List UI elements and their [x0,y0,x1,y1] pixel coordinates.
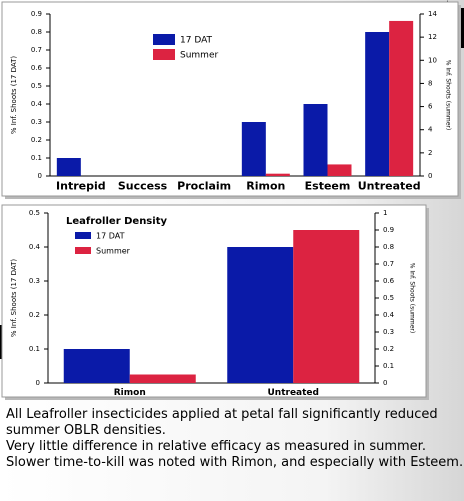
y-axis-title: % Inf. Shoots (17 DAT) [10,259,18,337]
y-tick-label: 0.5 [29,209,40,217]
y-tick-label: 0.3 [31,118,42,126]
y-tick-label: 0.4 [31,100,43,108]
y-tick-label: 0.7 [31,46,42,54]
x-tick-label: Rimon [246,180,285,193]
bar [265,173,290,176]
x-tick-label: Esteem [305,180,351,193]
y-tick-label: 0.2 [29,311,40,319]
bar [303,104,328,176]
y-tick-label: 0.9 [31,10,42,18]
legend-label: 17 DAT [180,36,213,46]
y2-axis-title: % Inf. Shoots (summer) [445,60,452,130]
y2-tick-label: 1 [383,209,387,217]
y2-tick-label: 0.2 [383,345,394,353]
bar [241,122,266,176]
notes: All Leafroller insecticides applied at p… [6,407,464,471]
y2-tick-label: 6 [428,103,433,111]
note: All Leafroller insecticides applied at p… [6,407,438,438]
y2-tick-label: 0.8 [383,243,394,251]
y-axis-title: % Inf. Shoots (17 DAT) [10,56,18,134]
y2-tick-label: 2 [428,149,432,157]
x-tick-label: Untreated [268,388,319,398]
legend-swatch [75,247,91,254]
y2-tick-label: 8 [428,79,432,87]
y2-tick-label: 0.5 [383,294,394,302]
legend-swatch [153,34,175,45]
chart-title: Leafroller Density [66,216,167,227]
bar [129,374,196,383]
y2-tick-label: 0.4 [383,311,395,319]
y-tick-label: 0 [36,379,40,387]
y-tick-label: 0.5 [31,82,42,90]
legend-swatch [75,232,91,239]
bar [389,20,414,177]
y-tick-label: 0.8 [31,28,42,36]
y2-tick-label: 0.1 [383,362,394,370]
y2-tick-label: 0.6 [383,277,395,285]
y-tick-label: 0.2 [31,136,42,144]
y-tick-label: 0.1 [29,345,40,353]
note: Very little difference in relative effic… [6,439,426,454]
x-tick-label: Untreated [358,180,421,193]
bar [63,349,130,383]
charts: 00.10.20.30.40.50.60.70.80.902468101214%… [0,0,464,400]
y2-axis-title: % Inf. Shoots (summer) [409,263,416,333]
y2-tick-label: 0 [428,172,432,180]
bar [365,32,390,176]
note: Slower time-to-kill was noted with Rimon… [6,455,464,470]
y-tick-label: 0.3 [29,277,40,285]
bar [293,230,360,383]
y2-tick-label: 12 [428,33,437,41]
bar [227,247,294,383]
y2-tick-label: 0 [383,379,387,387]
y-tick-label: 0.4 [29,243,41,251]
y-tick-label: 0.6 [31,64,43,72]
x-tick-label: Intrepid [56,180,106,193]
legend-label: 17 DAT [96,232,125,241]
y2-tick-label: 14 [428,10,437,18]
y-tick-label: 0.1 [31,154,42,162]
legend-label: Summer [96,247,131,256]
x-tick-label: Proclaim [177,180,231,193]
y2-tick-label: 0.9 [383,226,394,234]
bar [327,164,352,176]
y2-tick-label: 10 [428,56,437,64]
bar [56,158,81,176]
legend-label: Summer [180,51,218,61]
legend-swatch [153,49,175,60]
y2-tick-label: 0.7 [383,260,394,268]
x-tick-label: Rimon [114,388,146,398]
x-tick-label: Success [118,180,168,193]
y2-tick-label: 0.3 [383,328,394,336]
y-tick-label: 0 [38,172,42,180]
y2-tick-label: 4 [428,126,433,134]
